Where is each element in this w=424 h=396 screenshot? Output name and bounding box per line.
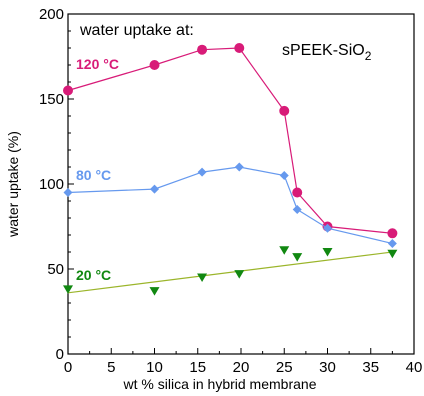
x-tick-label: 10 bbox=[146, 359, 163, 376]
x-tick-label: 40 bbox=[406, 359, 423, 376]
data-point bbox=[197, 167, 207, 177]
annotation-main: sPEEK-SiO bbox=[282, 42, 365, 59]
series-3: 20 °C bbox=[63, 246, 398, 296]
data-point bbox=[387, 228, 398, 239]
data-point bbox=[322, 248, 333, 257]
data-point bbox=[197, 44, 208, 55]
data-point bbox=[197, 273, 208, 282]
data-point bbox=[63, 85, 73, 96]
x-tick-label: 25 bbox=[276, 359, 293, 376]
data-point bbox=[292, 187, 303, 198]
series-1-line bbox=[67, 47, 393, 234]
series-2-line bbox=[67, 166, 393, 245]
series-3-fit-line bbox=[67, 251, 393, 294]
series-2-label: 80 °C bbox=[76, 167, 111, 183]
data-point bbox=[292, 205, 302, 214]
x-tick-label: 15 bbox=[189, 359, 206, 376]
x-tick-label: 20 bbox=[233, 359, 250, 376]
data-point bbox=[323, 223, 332, 233]
axes: 0 5 10 15 20 25 30 35 40 0 50 100 150 200 bbox=[39, 6, 422, 376]
data-point bbox=[292, 253, 303, 262]
data-point bbox=[387, 239, 397, 248]
data-point bbox=[279, 105, 290, 116]
annotation-subscript: 2 bbox=[365, 49, 372, 63]
x-tick-label: 30 bbox=[319, 359, 336, 376]
y-tick-label: 200 bbox=[39, 6, 64, 23]
series-3-label: 20 °C bbox=[76, 267, 111, 283]
y-tick-label: 0 bbox=[56, 346, 64, 363]
data-point bbox=[279, 171, 289, 180]
data-point bbox=[387, 249, 398, 259]
x-axis-label: wt % silica in hybrid membrane bbox=[123, 376, 317, 392]
x-tick-label: 35 bbox=[362, 359, 379, 376]
x-tick-label: 0 bbox=[64, 359, 72, 376]
data-point bbox=[234, 162, 244, 172]
data-point bbox=[150, 184, 159, 194]
data-point bbox=[63, 188, 73, 197]
chart-annotation: sPEEK-SiO2 bbox=[282, 42, 372, 63]
y-tick-label: 100 bbox=[39, 176, 64, 193]
data-point bbox=[149, 60, 160, 70]
y-tick-label: 150 bbox=[39, 91, 64, 108]
data-point bbox=[149, 287, 160, 296]
series-2: 80 °C bbox=[63, 162, 397, 248]
y-axis-label: water uptake (%) bbox=[5, 131, 21, 238]
legend-title: water uptake at: bbox=[79, 22, 194, 39]
data-point bbox=[279, 246, 290, 255]
data-point bbox=[234, 270, 245, 279]
data-point bbox=[63, 285, 73, 294]
x-tick-label: 5 bbox=[107, 359, 115, 376]
data-point bbox=[234, 43, 245, 53]
y-tick-label: 50 bbox=[47, 261, 64, 278]
series-1: 120 °C bbox=[63, 43, 398, 239]
series-1-label: 120 °C bbox=[76, 56, 119, 72]
series-layer: 120 °C 80 °C 20 °C bbox=[63, 43, 398, 296]
